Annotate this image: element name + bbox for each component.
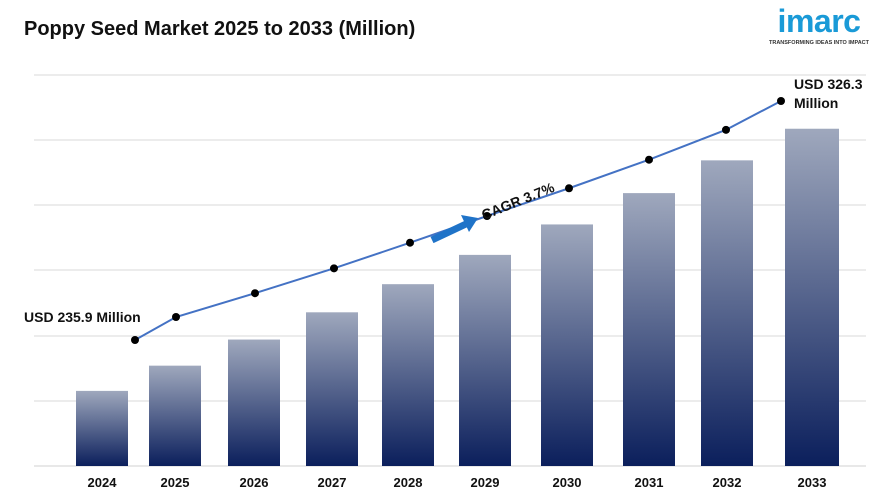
trend-point-2030 bbox=[565, 184, 573, 193]
x-tick-label: 2024 bbox=[88, 475, 118, 490]
trend-line bbox=[134, 100, 782, 341]
x-tick-label: 2031 bbox=[635, 475, 664, 490]
bar-2025 bbox=[149, 365, 201, 466]
bar-2026 bbox=[228, 339, 280, 466]
bar-2024 bbox=[76, 390, 128, 466]
x-tick-label: 2030 bbox=[553, 475, 582, 490]
bar-2033 bbox=[785, 128, 839, 467]
bar-2030 bbox=[541, 224, 593, 466]
bar-2031 bbox=[623, 193, 675, 467]
logo-tagline: TRANSFORMING IDEAS INTO IMPACT bbox=[768, 40, 870, 46]
trend-point-2033 bbox=[777, 97, 785, 105]
trend-point-2027 bbox=[330, 264, 338, 273]
bars bbox=[76, 128, 839, 467]
x-tick-labels: 2024 2025 2026 2027 2028 2029 2030 2031 2032 2033 bbox=[88, 475, 827, 490]
start-value-label: USD 235.9 Million bbox=[24, 309, 141, 325]
trend-point-2031 bbox=[645, 155, 653, 164]
imarc-logo: imarc TRANSFORMING IDEAS INTO IMPACT bbox=[764, 4, 874, 52]
trend-point-2024 bbox=[131, 336, 139, 344]
trend-line-path bbox=[134, 100, 782, 341]
logo-wordmark: imarc bbox=[777, 3, 861, 39]
trend-point-2026 bbox=[251, 289, 259, 298]
x-tick-label: 2032 bbox=[713, 475, 742, 490]
bar-2032 bbox=[701, 160, 753, 466]
cagr-arrow-icon bbox=[430, 215, 478, 244]
trend-markers bbox=[131, 97, 785, 344]
trend-point-2032 bbox=[722, 125, 730, 134]
x-tick-label: 2025 bbox=[161, 475, 190, 490]
end-value-label-line1: USD 326.3 bbox=[794, 76, 863, 92]
x-tick-label: 2026 bbox=[240, 475, 269, 490]
x-tick-label: 2033 bbox=[798, 475, 827, 490]
cagr-label: CAGR 3.7% bbox=[479, 179, 557, 223]
end-value-label-line2: Million bbox=[794, 95, 838, 111]
trend-point-2025 bbox=[172, 312, 180, 321]
trend-point-2029 bbox=[483, 212, 491, 221]
bar-2027 bbox=[306, 312, 358, 466]
bar-2028 bbox=[382, 284, 434, 466]
bar-2029 bbox=[459, 254, 511, 466]
x-tick-label: 2029 bbox=[471, 475, 500, 490]
chart-title: Poppy Seed Market 2025 to 2033 (Million) bbox=[24, 18, 416, 40]
x-tick-label: 2028 bbox=[394, 475, 423, 490]
trend-point-2028 bbox=[406, 238, 414, 247]
x-tick-label: 2027 bbox=[318, 475, 347, 490]
